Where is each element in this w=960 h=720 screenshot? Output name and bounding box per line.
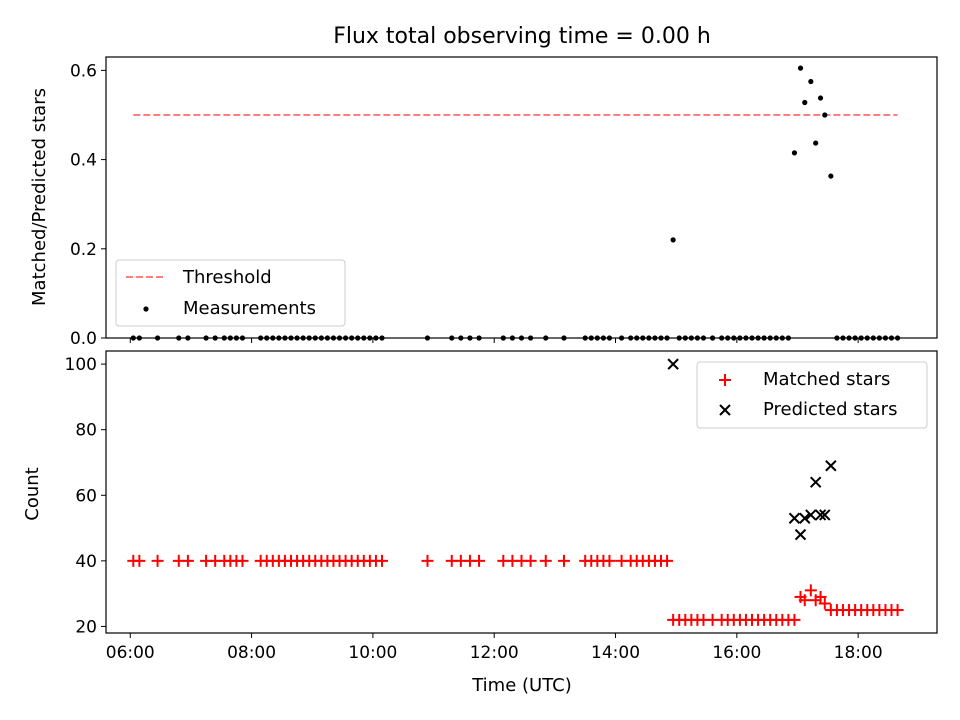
measurements-legend-label: Measurements bbox=[183, 298, 316, 319]
measurement-point bbox=[670, 237, 676, 243]
measurement-point bbox=[802, 99, 808, 106]
matched-star-point bbox=[181, 554, 194, 567]
predicted-star-point bbox=[805, 509, 817, 521]
bottom-x-tick-label: 08:00 bbox=[227, 643, 276, 663]
matched-star-point bbox=[133, 554, 146, 567]
bottom-axes-frame bbox=[105, 350, 938, 634]
bottom-x-tick-label: 06:00 bbox=[106, 643, 155, 663]
matched-star-point bbox=[375, 554, 388, 567]
predicted-stars-points bbox=[667, 358, 837, 541]
predicted-star-point bbox=[799, 512, 811, 524]
predicted-star-point bbox=[794, 528, 807, 541]
matched-star-point bbox=[788, 613, 801, 626]
bottom-x-tick-label: 10:00 bbox=[348, 643, 397, 663]
top-y-tick-label: 0.0 bbox=[70, 329, 97, 349]
predicted-star-point bbox=[825, 460, 837, 472]
measurement-point bbox=[828, 173, 834, 179]
matched-legend-swatch bbox=[719, 374, 731, 386]
threshold-legend-label: Threshold bbox=[182, 267, 272, 288]
predicted-star-point bbox=[809, 476, 822, 488]
matched-star-point bbox=[473, 554, 486, 567]
bottom-x-ticks: 06:00 08:00 10:00 12:00 14:00 16:00 18:00 bbox=[106, 633, 883, 663]
predicted-star-point bbox=[667, 358, 679, 370]
matched-stars-points bbox=[127, 554, 904, 626]
matched-star-point bbox=[151, 554, 164, 567]
bottom-panel: Count Time (UTC) 20 40 60 80 100 06:00 08:00 1… bbox=[22, 350, 938, 696]
matched-legend-label: Matched stars bbox=[763, 369, 890, 390]
matched-star-point bbox=[557, 554, 570, 567]
predicted-star-point bbox=[814, 509, 827, 521]
matched-star-point bbox=[891, 604, 904, 617]
matched-star-point bbox=[236, 554, 249, 567]
top-y-ticks: 0.0 0.2 0.4 0.6 bbox=[70, 61, 106, 349]
top-y-tick-label: 0.4 bbox=[70, 151, 97, 171]
top-chart-title: Flux total observing time = 0.00 h bbox=[333, 24, 711, 49]
matched-star-point bbox=[421, 554, 434, 567]
bottom-y-tick-label: 20 bbox=[75, 617, 97, 637]
top-legend-box bbox=[115, 259, 346, 327]
measurement-point bbox=[813, 140, 819, 146]
matched-star-point bbox=[814, 590, 827, 603]
top-y-tick-label: 0.2 bbox=[70, 240, 97, 260]
top-axes-frame bbox=[105, 56, 938, 339]
measurement-point bbox=[822, 112, 828, 118]
bottom-x-axis-label: Time (UTC) bbox=[471, 675, 572, 696]
bottom-x-tick-label: 12:00 bbox=[470, 643, 519, 663]
matched-star-point bbox=[524, 554, 537, 567]
predicted-star-point bbox=[819, 509, 831, 521]
bottom-x-tick-label: 18:00 bbox=[834, 643, 883, 663]
bottom-x-tick-label: 16:00 bbox=[712, 643, 761, 663]
matched-star-point bbox=[661, 554, 674, 567]
predicted-legend-label: Predicted stars bbox=[763, 399, 897, 420]
bottom-y-tick-label: 100 bbox=[65, 355, 97, 375]
bottom-legend: Matched stars Predicted stars bbox=[696, 361, 928, 429]
bottom-y-tick-label: 80 bbox=[75, 421, 97, 441]
matched-star-point bbox=[603, 554, 616, 567]
measurement-point bbox=[808, 78, 814, 85]
bottom-y-axis-label: Count bbox=[22, 467, 43, 520]
bottom-y-tick-label: 40 bbox=[75, 552, 97, 572]
predicted-star-point bbox=[788, 512, 801, 524]
top-x-ticks bbox=[129, 338, 859, 343]
top-y-axis-label: Matched/Predicted stars bbox=[29, 88, 50, 306]
matched-star-point bbox=[818, 597, 831, 610]
bottom-legend-box bbox=[696, 361, 928, 429]
measurement-point bbox=[791, 150, 798, 156]
matched-star-point bbox=[798, 594, 811, 607]
bottom-y-tick-label: 60 bbox=[75, 486, 97, 506]
matched-star-point bbox=[539, 554, 552, 567]
measurements-legend-swatch bbox=[143, 306, 149, 312]
bottom-y-ticks: 20 40 60 80 100 bbox=[65, 355, 106, 637]
measurement-point bbox=[817, 95, 824, 101]
predicted-legend-swatch bbox=[719, 404, 731, 416]
measurement-point bbox=[797, 65, 804, 71]
top-panel: Flux total observing time = 0.00 h Match… bbox=[29, 24, 938, 349]
top-y-tick-label: 0.6 bbox=[70, 61, 97, 81]
bottom-x-tick-label: 14:00 bbox=[591, 643, 640, 663]
top-legend: Threshold Measurements bbox=[115, 259, 346, 327]
matched-star-point bbox=[804, 584, 817, 597]
